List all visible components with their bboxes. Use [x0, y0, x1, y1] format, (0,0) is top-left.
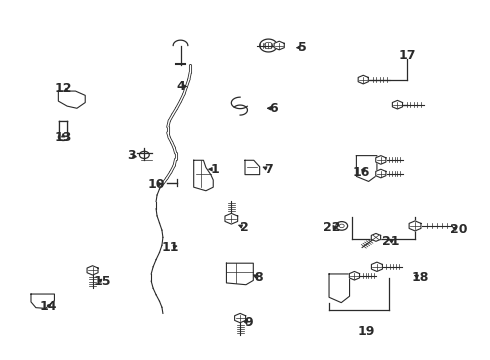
Polygon shape: [376, 156, 386, 164]
Polygon shape: [225, 213, 238, 224]
Polygon shape: [376, 169, 386, 178]
Polygon shape: [329, 274, 349, 303]
Polygon shape: [356, 156, 377, 181]
Text: 7: 7: [264, 163, 273, 176]
Text: 3: 3: [127, 149, 136, 162]
Text: 4: 4: [176, 80, 185, 93]
Polygon shape: [59, 121, 67, 135]
Polygon shape: [87, 266, 98, 275]
Text: 1: 1: [210, 163, 219, 176]
Text: 17: 17: [398, 49, 416, 62]
Polygon shape: [349, 271, 360, 280]
Polygon shape: [58, 91, 85, 108]
Polygon shape: [226, 263, 253, 285]
Text: 20: 20: [450, 223, 468, 236]
Text: 15: 15: [94, 275, 111, 288]
Text: 10: 10: [147, 178, 165, 191]
Polygon shape: [409, 221, 421, 231]
Text: 9: 9: [245, 316, 253, 329]
Polygon shape: [31, 294, 54, 309]
Polygon shape: [194, 160, 213, 191]
Polygon shape: [371, 262, 382, 271]
Text: 6: 6: [269, 102, 278, 115]
Text: 19: 19: [358, 325, 375, 338]
Text: 8: 8: [254, 271, 263, 284]
Text: 14: 14: [40, 300, 57, 313]
Text: 13: 13: [54, 131, 72, 144]
Polygon shape: [245, 160, 260, 175]
Text: 16: 16: [353, 166, 370, 179]
Text: 21: 21: [382, 235, 399, 248]
Text: 12: 12: [54, 82, 72, 95]
Polygon shape: [274, 41, 284, 50]
Text: 22: 22: [323, 221, 341, 234]
Polygon shape: [235, 314, 245, 323]
Polygon shape: [392, 100, 402, 109]
Polygon shape: [358, 75, 368, 84]
Text: 11: 11: [162, 241, 179, 254]
Text: 5: 5: [298, 41, 307, 54]
Text: 2: 2: [240, 221, 248, 234]
Polygon shape: [371, 233, 381, 241]
Text: 18: 18: [411, 271, 429, 284]
